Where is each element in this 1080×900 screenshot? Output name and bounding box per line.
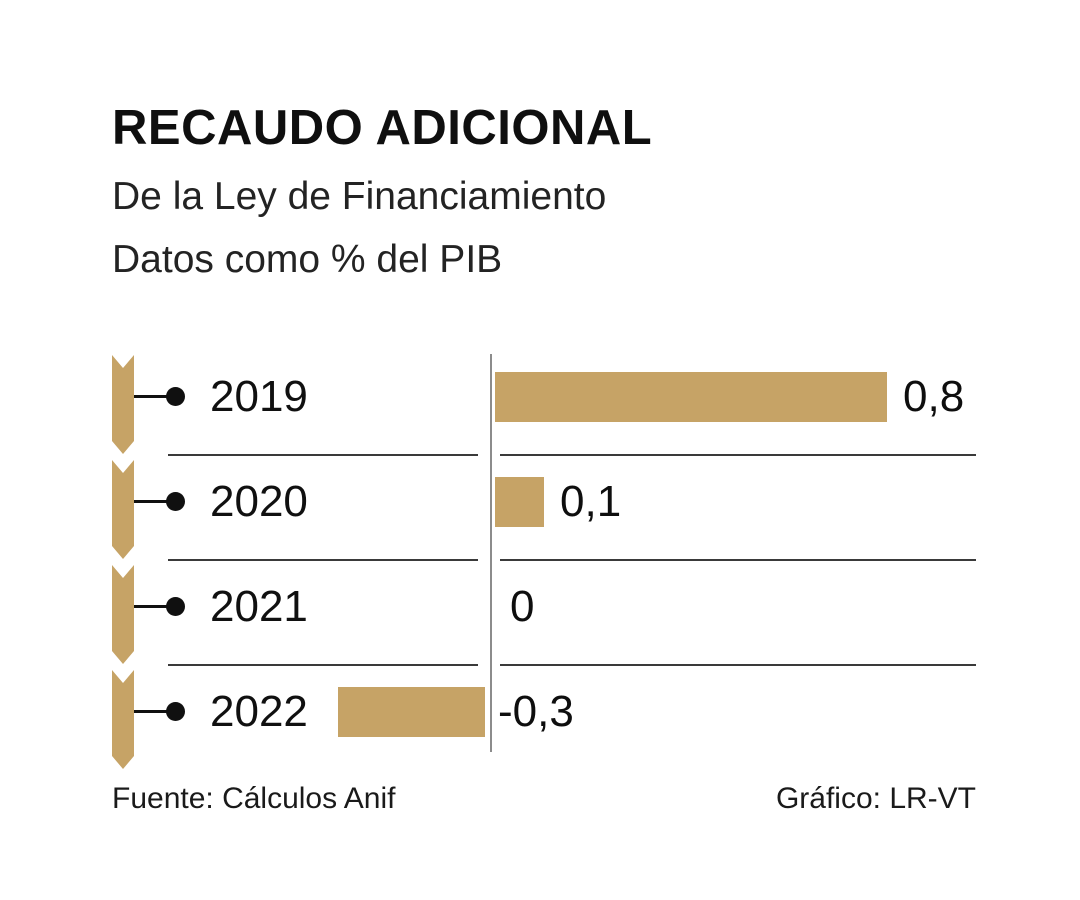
category-label: 2022 bbox=[210, 687, 308, 736]
chart-row-2020: 2020 0,1 bbox=[0, 457, 1080, 562]
tick-connector bbox=[134, 500, 168, 503]
chart-footer: Fuente: Cálculos Anif Gráfico: LR-VT bbox=[112, 782, 976, 816]
chart-row-2022: 2022 -0,3 bbox=[0, 667, 1080, 772]
bar bbox=[495, 477, 544, 527]
graphic-credit: Gráfico: LR-VT bbox=[775, 782, 976, 815]
chart-row-2021: 2021 0 bbox=[0, 562, 1080, 667]
ribbon-arrow-icon bbox=[112, 565, 134, 664]
category-label: 2019 bbox=[210, 372, 308, 421]
separator-line bbox=[168, 454, 478, 456]
separator-line bbox=[500, 454, 976, 456]
category-label: 2020 bbox=[210, 477, 308, 526]
bar bbox=[338, 687, 485, 737]
tick-connector bbox=[134, 710, 168, 713]
chart-title: RECAUDO ADICIONAL bbox=[112, 101, 653, 155]
separator-line bbox=[168, 664, 478, 666]
separator-line bbox=[168, 559, 478, 561]
separator-line bbox=[500, 664, 976, 666]
bar-chart: 2019 0,8 2020 0,1 2021 0 2022 -0,3 bbox=[0, 352, 1080, 764]
bullet-dot-icon bbox=[166, 597, 185, 616]
ribbon-arrow-icon bbox=[112, 670, 134, 769]
separator-line bbox=[500, 559, 976, 561]
tick-connector bbox=[134, 395, 168, 398]
bullet-dot-icon bbox=[166, 492, 185, 511]
zero-axis-line bbox=[490, 354, 492, 752]
ribbon-arrow-icon bbox=[112, 355, 134, 454]
source-credit: Fuente: Cálculos Anif bbox=[112, 782, 396, 815]
value-label: 0,1 bbox=[560, 477, 622, 526]
chart-row-2019: 2019 0,8 bbox=[0, 352, 1080, 457]
bar bbox=[495, 372, 887, 422]
ribbon-arrow-icon bbox=[112, 460, 134, 559]
chart-subtitle: De la Ley de Financiamiento bbox=[112, 175, 607, 218]
bullet-dot-icon bbox=[166, 387, 185, 406]
tick-connector bbox=[134, 605, 168, 608]
value-label: 0,8 bbox=[903, 372, 965, 421]
chart-unit-label: Datos como % del PIB bbox=[112, 237, 503, 281]
bullet-dot-icon bbox=[166, 702, 185, 721]
value-label: 0 bbox=[510, 582, 535, 631]
category-label: 2021 bbox=[210, 582, 308, 631]
value-label: -0,3 bbox=[498, 687, 574, 736]
chart-header: RECAUDO ADICIONAL De la Ley de Financiam… bbox=[112, 100, 652, 284]
